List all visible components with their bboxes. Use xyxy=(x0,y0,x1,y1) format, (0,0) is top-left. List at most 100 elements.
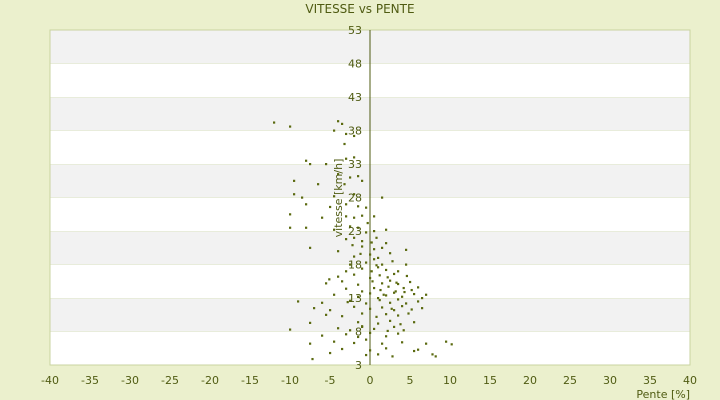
scatter-point xyxy=(385,268,388,272)
scatter-point xyxy=(375,264,378,267)
scatter-point xyxy=(325,163,328,166)
scatter-point xyxy=(328,278,331,281)
scatter-point xyxy=(369,253,372,256)
scatter-point xyxy=(391,260,394,263)
scatter-point xyxy=(349,299,352,302)
scatter-point xyxy=(369,349,372,352)
scatter-point xyxy=(309,321,312,324)
y-tick-label: 43 xyxy=(348,91,362,104)
x-tick-label: -10 xyxy=(281,374,299,387)
scatter-point xyxy=(385,335,388,338)
scatter-point xyxy=(391,355,394,358)
y-tick-label: 38 xyxy=(348,125,362,138)
scatter-point xyxy=(393,272,396,276)
scatter-point xyxy=(349,176,352,179)
scatter-point xyxy=(357,283,360,286)
scatter-point xyxy=(431,353,434,356)
scatter-point xyxy=(353,255,356,258)
y-tick-label: 48 xyxy=(348,58,362,71)
scatter-point xyxy=(329,205,332,209)
scatter-point xyxy=(293,179,296,182)
scatter-point xyxy=(337,173,340,176)
scatter-point xyxy=(409,280,412,284)
scatter-point xyxy=(313,307,316,310)
scatter-point xyxy=(377,297,380,300)
scatter-point xyxy=(373,258,376,261)
scatter-point xyxy=(373,327,376,331)
scatter-point xyxy=(371,280,374,283)
scatter-point xyxy=(369,276,372,280)
scatter-point xyxy=(375,315,378,318)
scatter-point xyxy=(378,299,381,302)
scatter-point xyxy=(393,325,396,329)
scatter-point xyxy=(345,215,348,218)
scatter-point xyxy=(345,333,348,336)
scatter-point xyxy=(357,205,360,208)
scatter-point xyxy=(345,203,348,206)
scatter-point xyxy=(413,321,416,324)
y-tick-label: 13 xyxy=(348,292,362,305)
scatter-point xyxy=(373,215,376,218)
scatter-point xyxy=(353,341,356,345)
scatter-point xyxy=(353,156,356,159)
scatter-point xyxy=(425,293,428,296)
scatter-point xyxy=(397,270,400,273)
scatter-point xyxy=(333,293,336,296)
scatter-point xyxy=(405,274,408,278)
scatter-point xyxy=(405,302,408,305)
scatter-point xyxy=(369,331,372,335)
scatter-point xyxy=(309,246,312,249)
scatter-point xyxy=(357,335,360,339)
scatter-point xyxy=(325,282,328,285)
scatter-point xyxy=(445,340,448,343)
scatter-point xyxy=(341,122,344,125)
scatter-point xyxy=(341,347,344,351)
scatter-point xyxy=(365,231,368,234)
scatter-point xyxy=(425,342,428,345)
scatter-point xyxy=(377,266,380,269)
x-tick-labels: -40 -35 -30 -25 -20 -15 -10 -5 0 5 10 15 20 25 30 35 40 xyxy=(41,374,697,387)
x-axis-label: Pente [%] xyxy=(636,388,690,400)
scatter-point xyxy=(321,216,324,219)
x-tick-label: 25 xyxy=(563,374,577,387)
scatter-point xyxy=(381,263,384,266)
scatter-point xyxy=(305,159,308,162)
scatter-point xyxy=(365,261,368,264)
y-tick-label: 28 xyxy=(348,192,362,205)
scatter-point xyxy=(333,195,336,198)
scatter-point xyxy=(333,129,336,132)
scatter-point xyxy=(329,351,332,355)
scatter-point xyxy=(297,300,300,303)
x-tick-label: 20 xyxy=(523,374,537,387)
scatter-point xyxy=(361,312,364,315)
scatter-point xyxy=(369,307,372,310)
scatter-point xyxy=(402,286,405,290)
x-tick-label: 15 xyxy=(483,374,497,387)
scatter-point xyxy=(417,286,420,289)
scatter-point xyxy=(385,313,388,316)
scatter-point xyxy=(333,340,336,343)
scatter-point xyxy=(293,193,296,196)
scatter-point xyxy=(305,226,308,229)
scatter-point xyxy=(377,256,380,259)
scatter-point xyxy=(349,225,352,228)
scatter-point xyxy=(381,246,384,249)
y-tick-label: 18 xyxy=(348,259,362,272)
scatter-point xyxy=(349,329,352,332)
x-tick-label: 5 xyxy=(407,374,414,387)
scatter-point xyxy=(390,307,393,310)
scatter-point xyxy=(393,309,396,312)
scatter-point xyxy=(361,214,364,217)
scatter-point xyxy=(365,338,368,341)
scatter-point xyxy=(378,274,381,277)
scatter-point xyxy=(381,196,384,199)
scatter-point xyxy=(375,236,378,239)
scatter-point xyxy=(289,328,292,331)
x-tick-label: -35 xyxy=(81,374,99,387)
scatter-point xyxy=(410,308,413,311)
x-tick-label: -15 xyxy=(241,374,259,387)
scatter-point xyxy=(413,292,416,296)
scatter-point xyxy=(333,228,336,231)
scatter-point xyxy=(382,293,385,296)
scatter-point xyxy=(385,294,388,297)
